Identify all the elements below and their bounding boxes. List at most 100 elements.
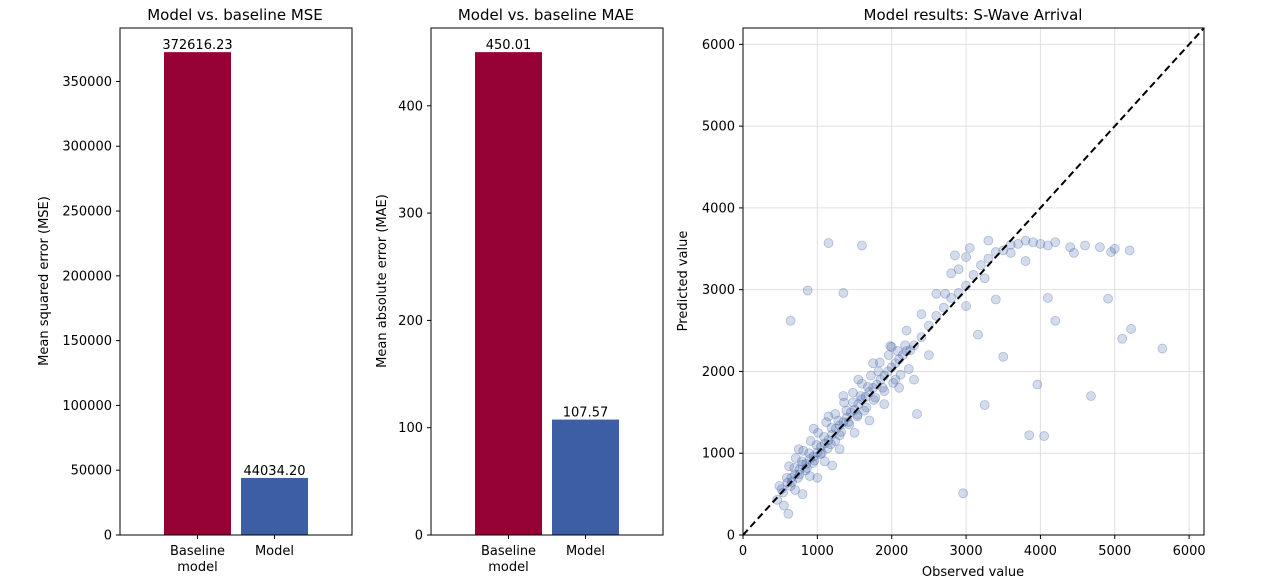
scatter-point [834,444,845,455]
scatter-point [1035,238,1046,249]
scatter-point [838,288,849,298]
scatter-point [870,392,881,403]
scatter-point [940,288,951,299]
scatter-point [790,453,801,464]
mse-y-tick-label: 150000 [62,334,112,349]
scatter-point [805,436,816,446]
scatter-point [885,341,896,352]
scatter-point [998,245,1009,256]
scatter-point [798,445,809,456]
scatter-point [958,488,968,499]
scatter-point [849,404,860,415]
mae-y-tick-label: 100 [398,421,423,436]
scatter-point [784,461,794,472]
scatter-point [778,500,789,511]
scatter-point [901,325,912,336]
scatter-point [894,382,905,393]
scatter-point [827,429,838,440]
scatter-point [848,397,858,408]
scatter-point [883,350,894,360]
scatter-point [1080,240,1090,251]
scatter-y-tick-label: 0 [727,529,735,544]
scatter-point [859,405,870,416]
scatter-point [931,310,942,321]
scatter-point [1126,324,1137,334]
scatter-x-tick-label: 6000 [1173,544,1206,559]
mse-chart-title: Model vs. baseline MSE [147,6,323,24]
scatter-point [857,378,867,389]
scatter-chart-title: Model results: S-Wave Arrival [864,6,1083,24]
scatter-x-tick-label: 2000 [875,544,908,559]
scatter-point [819,431,829,442]
scatter-point [964,243,975,253]
mse-y-tick-label: 300000 [62,140,112,155]
scatter-point [812,472,823,483]
scatter-point [900,340,910,351]
scatter-point [855,391,866,401]
mse-y-tick-label: 0 [104,529,112,544]
scatter-y-tick-label: 5000 [702,120,735,135]
scatter-point [1039,431,1050,441]
scatter-point [830,436,841,446]
mae-value-label-baseline: 450.01 [486,38,532,53]
scatter-point [1065,242,1076,253]
mse-bar-model [241,477,308,535]
scatter-point [868,358,879,369]
scatter-point [946,292,957,303]
scatter-point [916,309,927,320]
mae-y-axis-label: Mean absolute error (MAE) [375,194,390,368]
scatter-point [793,444,804,455]
scatter-point [1032,379,1043,390]
mse-y-tick-label: 250000 [62,205,112,220]
scatter-point [1068,247,1079,258]
scatter-point [961,301,971,311]
scatter-point [1117,333,1128,344]
mae-x-tick-label: Baseline model [481,544,536,575]
scatter-point [834,430,845,441]
scatter-point [844,419,855,430]
scatter-point [950,250,960,261]
scatter-point [857,240,867,251]
scatter-point [1124,245,1135,256]
scatter-point [864,415,875,426]
scatter-point [895,369,906,380]
scatter-point [811,440,822,450]
scatter-point [1157,343,1168,354]
scatter-point [1109,243,1120,254]
scatter-point [1024,430,1035,441]
scatter-plot-frame [742,27,1205,536]
scatter-point [868,395,879,405]
scatter-point [805,471,815,482]
mae-y-tick-label: 200 [398,314,423,329]
mse-bar-baseline [164,52,231,535]
scatter-point [848,387,858,398]
scatter-point [827,460,838,471]
scatter-point [790,485,800,495]
scatter-point [1086,391,1096,401]
scatter-point [912,409,922,419]
scatter-point [1106,247,1116,257]
scatter-point [823,411,834,422]
scatter-point [923,320,934,331]
mae-value-label-model: 107.57 [563,406,609,421]
mae-chart-title: Model vs. baseline MAE [458,6,634,24]
scatter-x-axis-label: Observed value [922,565,1024,580]
scatter-point [802,285,813,296]
scatter-point [772,494,783,505]
scatter-x-tick-label: 3000 [950,544,983,559]
scatter-point [785,315,796,326]
mse-y-tick-label: 200000 [62,269,112,284]
scatter-point [1013,238,1024,249]
scatter-point [813,427,823,438]
scatter-point [938,302,949,313]
reference-diagonal-line [742,27,1205,536]
scatter-point [821,417,832,428]
scatter-point [923,350,934,360]
scatter-point [781,472,792,483]
scatter-point [983,253,994,264]
scatter-point [903,364,914,374]
scatter-point [1095,242,1105,253]
scatter-point [863,382,873,392]
scatter-point [774,481,785,491]
